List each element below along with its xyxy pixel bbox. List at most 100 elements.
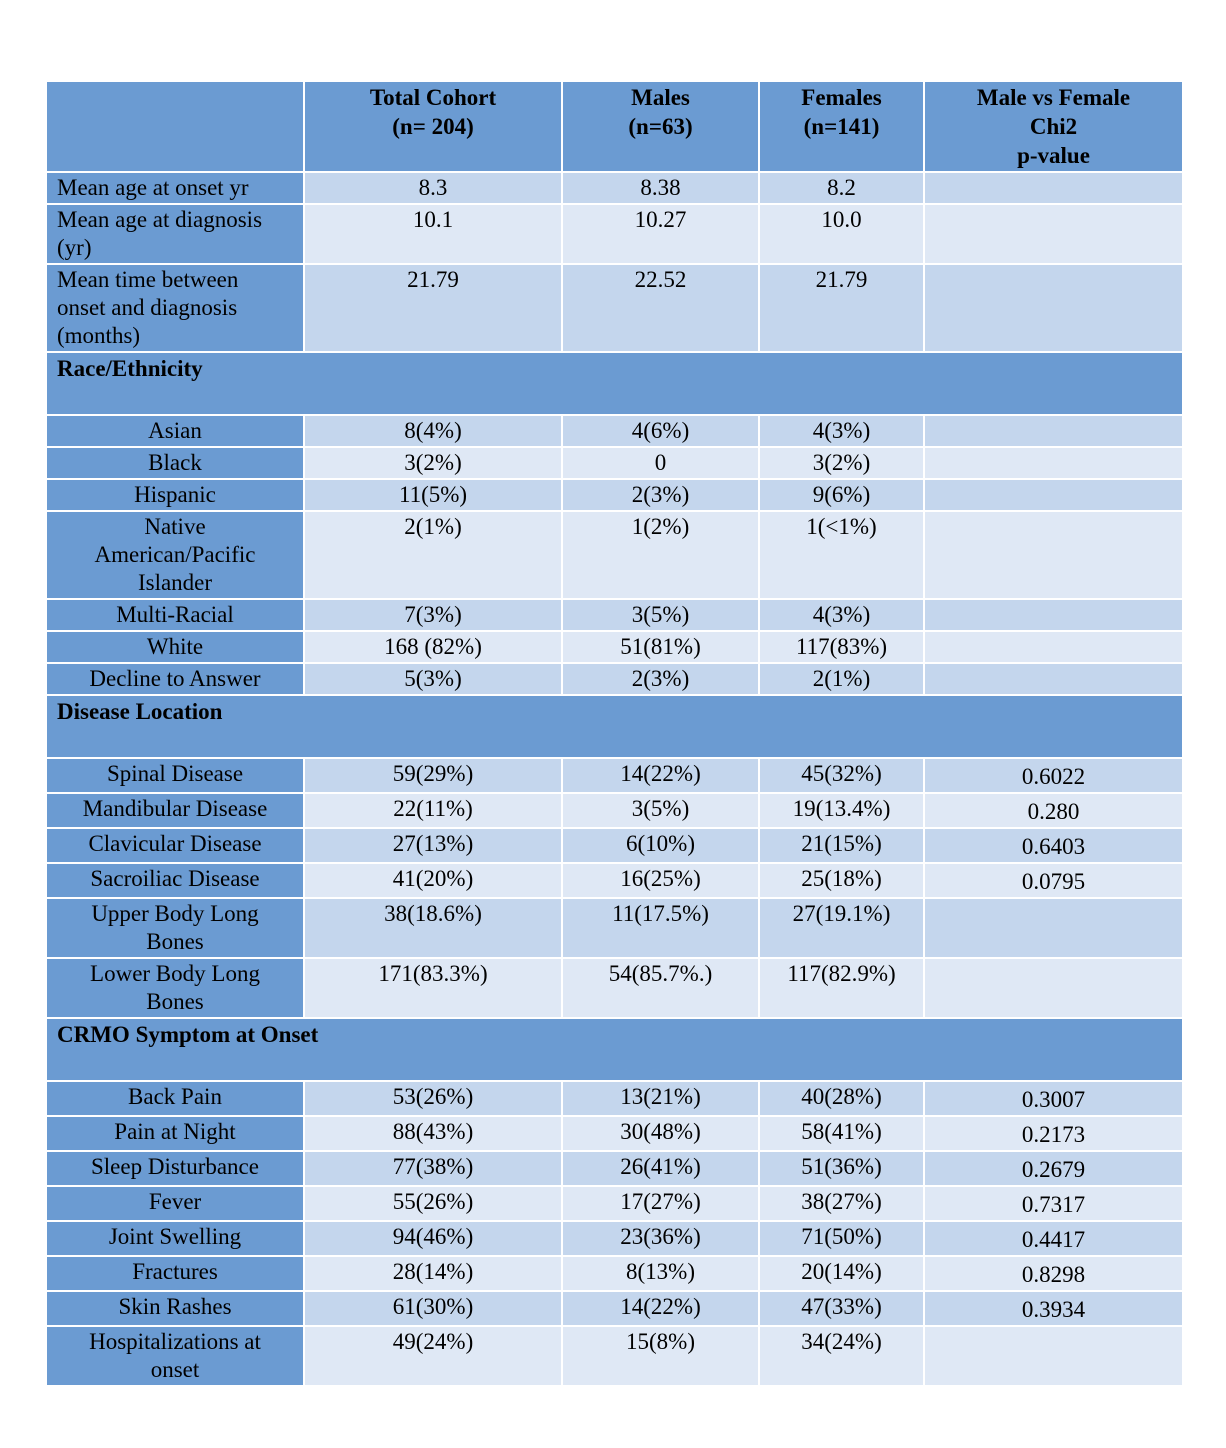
p-value-cell: 0.0795 — [925, 864, 1182, 897]
data-row: Mean age at onset yr 8.3 8.38 8.2 — [47, 173, 1182, 203]
p-value-cell — [925, 899, 1182, 957]
row-label: Mean age at onset yr — [47, 173, 303, 203]
text-line: Joint Swelling — [108, 1224, 242, 1249]
text-line: p-value — [1017, 143, 1090, 168]
text-line: (n=141) — [803, 114, 880, 139]
data-row: Decline to Answer 5(3%) 2(3%) 2(1%) — [47, 664, 1182, 694]
row-label: Native American/Pacific Islander — [47, 512, 303, 598]
p-value-cell — [925, 664, 1182, 694]
data-row: Joint Swelling 94(46%) 23(36%) 71(50%) 0.441… — [47, 1222, 1182, 1255]
header-row: Total Cohort (n= 204) Males (n=63) Females (n… — [47, 82, 1182, 171]
cell: 94(46%) — [305, 1222, 561, 1255]
p-value-cell: 0.6403 — [925, 829, 1182, 862]
cell: 3(5%) — [563, 794, 758, 827]
row-label: Skin Rashes — [47, 1292, 303, 1325]
cell: 2(1%) — [760, 664, 923, 694]
cell: 8.3 — [305, 173, 561, 203]
section-title: CRMO Symptom at Onset — [47, 1019, 1182, 1080]
cell: 117(83%) — [760, 632, 923, 662]
row-label: Pain at Night — [47, 1117, 303, 1150]
cell: 21(15%) — [760, 829, 923, 862]
header-cell: Females (n=141) — [760, 82, 923, 171]
data-row: Multi-Racial 7(3%) 3(5%) 4(3%) — [47, 600, 1182, 630]
row-label: Mean age at diagnosis (yr) — [47, 205, 303, 263]
cell: 171(83.3%) — [305, 959, 561, 1017]
cell: 20(14%) — [760, 1257, 923, 1290]
text-line: Sacroiliac Disease — [90, 866, 260, 891]
data-row: Pain at Night 88(43%) 30(48%) 58(41%) 0.2173 — [47, 1117, 1182, 1150]
cell: 10.1 — [305, 205, 561, 263]
cell: 13(21%) — [563, 1082, 758, 1115]
header-cell: Males (n=63) — [563, 82, 758, 171]
cell: 15(8%) — [563, 1327, 758, 1385]
text-line: Black — [148, 450, 202, 475]
cell: 4(6%) — [563, 416, 758, 446]
cell: 8(4%) — [305, 416, 561, 446]
cell: 51(81%) — [563, 632, 758, 662]
cell: 21.79 — [760, 265, 923, 351]
text-line: Back Pain — [128, 1084, 222, 1109]
p-value-cell: 0.2679 — [925, 1152, 1182, 1185]
row-label: Upper Body Long Bones — [47, 899, 303, 957]
cell: 19(13.4%) — [760, 794, 923, 827]
data-row: Mandibular Disease 22(11%) 3(5%) 19(13.4%) 0… — [47, 794, 1182, 827]
cell: 55(26%) — [305, 1187, 561, 1220]
cell: 168 (82%) — [305, 632, 561, 662]
data-row: Native American/Pacific Islander 2(1%) 1(2%)… — [47, 512, 1182, 598]
cell: 10.0 — [760, 205, 923, 263]
text-line: White — [146, 634, 204, 659]
text-line: Upper Body Long — [91, 901, 259, 926]
section-row: CRMO Symptom at Onset — [47, 1019, 1182, 1080]
data-row: Hispanic 11(5%) 2(3%) 9(6%) — [47, 480, 1182, 510]
row-label: Mean time between onset and diagnosis (mon… — [47, 265, 303, 351]
p-value-cell — [925, 416, 1182, 446]
data-row: Sacroiliac Disease 41(20%) 16(25%) 25(18%) 0… — [47, 864, 1182, 897]
cell: 88(43%) — [305, 1117, 561, 1150]
header-cell — [47, 82, 303, 171]
p-value-cell: 0.7317 — [925, 1187, 1182, 1220]
header-cell: Male vs Female Chi2 p-value — [925, 82, 1182, 171]
cell: 2(3%) — [563, 480, 758, 510]
text-line: Decline to Answer — [89, 666, 261, 691]
cell: 51(36%) — [760, 1152, 923, 1185]
cell: 38(27%) — [760, 1187, 923, 1220]
p-value-cell — [925, 632, 1182, 662]
row-label: Sacroiliac Disease — [47, 864, 303, 897]
cell: 34(24%) — [760, 1327, 923, 1385]
p-value-cell — [925, 265, 1182, 351]
cell: 14(22%) — [563, 1292, 758, 1325]
text-line: Islander — [137, 570, 213, 595]
text-line: Lower Body Long — [90, 961, 260, 986]
cell: 38(18.6%) — [305, 899, 561, 957]
text-line: Mandibular Disease — [82, 796, 268, 821]
cell: 3(2%) — [760, 448, 923, 478]
text-line: Bones — [146, 929, 204, 954]
cell: 28(14%) — [305, 1257, 561, 1290]
header-cell: Total Cohort (n= 204) — [305, 82, 561, 171]
text-line: Mean age at diagnosis — [57, 207, 263, 232]
text-line: (n= 204) — [392, 114, 474, 139]
p-value-cell: 0.4417 — [925, 1222, 1182, 1255]
text-line: (yr) — [57, 235, 92, 260]
section-row: Disease Location — [47, 696, 1182, 757]
p-value-cell — [925, 1327, 1182, 1385]
data-row: Lower Body Long Bones 171(83.3%) 54(85.7%.)… — [47, 959, 1182, 1017]
text-line: Sleep Disturbance — [91, 1154, 259, 1179]
data-row: Fever 55(26%) 17(27%) 38(27%) 0.7317 — [47, 1187, 1182, 1220]
section-title: Race/Ethnicity — [47, 353, 1182, 414]
data-row: Upper Body Long Bones 38(18.6%) 11(17.5%) 27… — [47, 899, 1182, 957]
row-label: Joint Swelling — [47, 1222, 303, 1255]
cell: 4(3%) — [760, 600, 923, 630]
cell: 11(17.5%) — [563, 899, 758, 957]
row-label: Mandibular Disease — [47, 794, 303, 827]
text-line: Spinal Disease — [106, 761, 244, 786]
text-line: Multi-Racial — [116, 602, 234, 627]
row-label: Spinal Disease — [47, 759, 303, 792]
cell: 22(11%) — [305, 794, 561, 827]
text-line: (months) — [57, 323, 141, 348]
p-value-cell: 0.3934 — [925, 1292, 1182, 1325]
cell: 40(28%) — [760, 1082, 923, 1115]
cell: 2(1%) — [305, 512, 561, 598]
row-label: Clavicular Disease — [47, 829, 303, 862]
